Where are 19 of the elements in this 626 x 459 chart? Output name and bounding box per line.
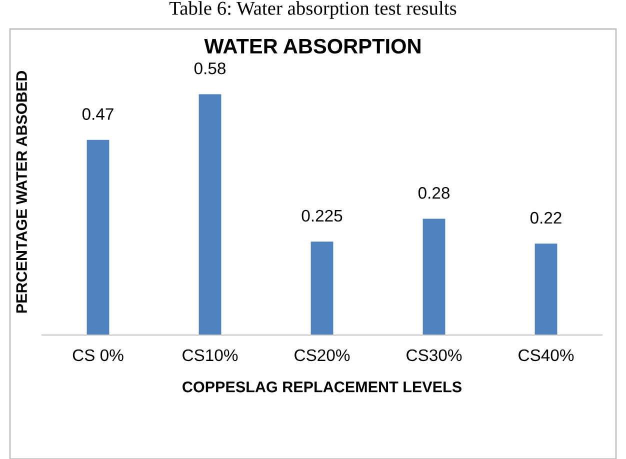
x-tick-label: CS10% (182, 349, 238, 362)
chart-title: WATER ABSORPTION (204, 38, 420, 54)
x-axis-title: COPPESLAG REPLACEMENT LEVELS (182, 381, 462, 392)
bar (534, 244, 558, 335)
bar (310, 242, 334, 335)
x-tick-label: CS30% (406, 349, 462, 362)
bar (198, 94, 222, 335)
bar (86, 140, 110, 335)
x-tick-label: CS 0% (72, 349, 124, 362)
data-label: 0.225 (302, 210, 342, 222)
data-label: 0.22 (530, 212, 562, 224)
data-label: 0.58 (194, 62, 226, 74)
y-axis-title: PERCENTAGE WATER ABSOBED (16, 70, 27, 313)
data-label: 0.28 (418, 187, 450, 199)
x-tick-label: CS20% (294, 349, 350, 362)
bar (422, 218, 446, 335)
x-tick-label: CS40% (518, 349, 574, 362)
caption: Table 6: Water absorption test results (169, 1, 456, 19)
data-label: 0.47 (82, 108, 114, 120)
